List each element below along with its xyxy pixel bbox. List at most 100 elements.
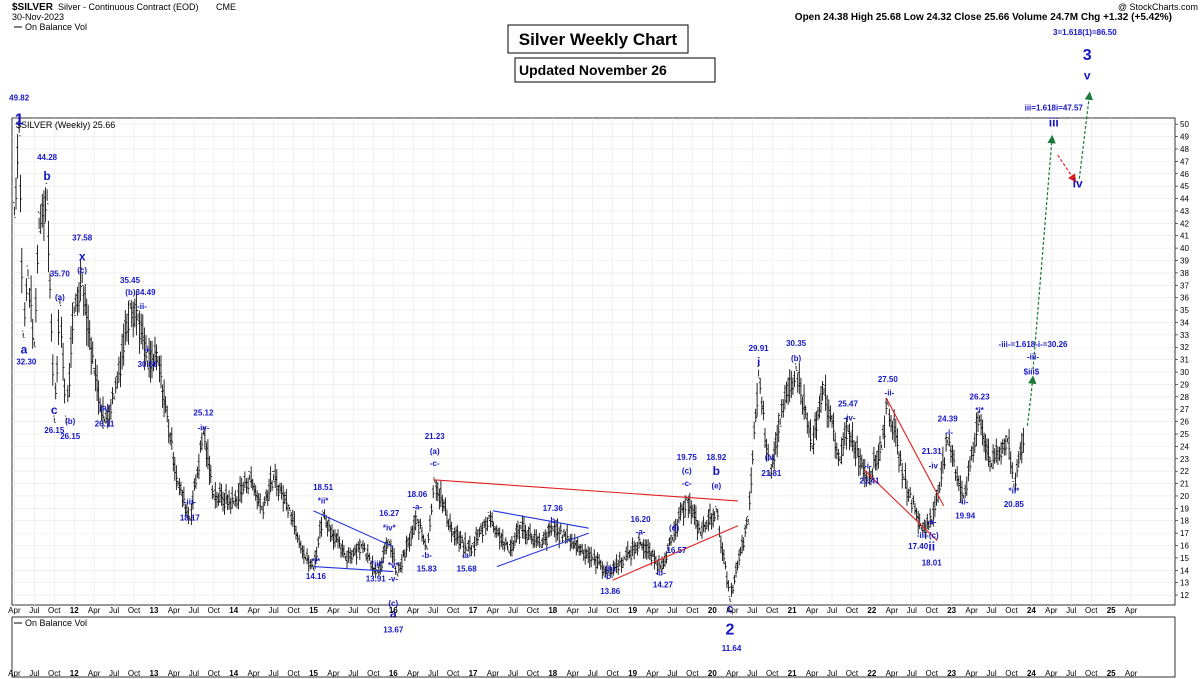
wave-label: 18.17 bbox=[180, 514, 201, 523]
x-tick-label-bottom: 24 bbox=[1027, 669, 1036, 678]
y-axis: 12 13 14 15 16 17 18 19 20 21 22 23 24 25 26 27 28 29 30 31… bbox=[1175, 120, 1189, 600]
x-tick-label: 25 bbox=[1107, 606, 1116, 615]
grid bbox=[12, 118, 1175, 605]
wave-label: (c) bbox=[682, 467, 692, 476]
wave-label: 35.70 bbox=[50, 270, 71, 279]
x-axis: Apr Jul Oct 12 Apr Jul Oct 13 Apr Jul Oct 14 Apr Jul O… bbox=[8, 606, 1138, 615]
wave-label: v bbox=[1084, 69, 1091, 83]
trendlines bbox=[313, 91, 1094, 581]
y-tick-label: 39 bbox=[1180, 257, 1189, 266]
y-tick-label: 13 bbox=[1180, 579, 1189, 588]
wave-label: 13.67 bbox=[383, 625, 404, 634]
x-tick-label-bottom: Apr bbox=[646, 669, 659, 678]
x-tick-label: 14 bbox=[229, 606, 238, 615]
wave-label: -c- bbox=[430, 459, 440, 468]
wave-label: -v- bbox=[388, 574, 398, 583]
y-tick-label: 47 bbox=[1180, 157, 1189, 166]
y-tick-label: 12 bbox=[1180, 591, 1189, 600]
wave-label: 3 bbox=[1083, 47, 1092, 64]
x-tick-label: Oct bbox=[48, 606, 61, 615]
trendline-red bbox=[612, 525, 739, 581]
wave-label: 15.83 bbox=[417, 565, 438, 574]
wave-label: 19.94 bbox=[955, 511, 976, 520]
x-tick-label: Jul bbox=[29, 606, 39, 615]
x-tick-label-bottom: Apr bbox=[168, 669, 181, 678]
wave-label: (c) bbox=[388, 599, 398, 608]
y-tick-label: 41 bbox=[1180, 232, 1189, 241]
x-tick-label-bottom: Oct bbox=[447, 669, 460, 678]
wave-label: -b- bbox=[422, 551, 433, 560]
wave-label: -i- bbox=[945, 428, 953, 437]
wave-label: 30.66 bbox=[138, 360, 159, 369]
y-tick-label: 49 bbox=[1180, 133, 1189, 142]
y-tick-label: 46 bbox=[1180, 170, 1189, 179]
x-tick-label-bottom: Oct bbox=[925, 669, 938, 678]
wave-label: 14.27 bbox=[653, 581, 674, 590]
x-tick-label-bottom: 19 bbox=[628, 669, 637, 678]
x-tick-label-bottom: Oct bbox=[48, 669, 61, 678]
wave-label: a bbox=[21, 343, 28, 357]
wave-label: -iii- bbox=[184, 498, 196, 507]
y-tick-label: 34 bbox=[1180, 318, 1189, 327]
wave-label: 30.35 bbox=[786, 339, 807, 348]
x-tick-label: Oct bbox=[367, 606, 380, 615]
subtitle-box: Updated November 26 bbox=[514, 57, 716, 83]
x-tick-label-bottom: 12 bbox=[70, 669, 79, 678]
wave-label: 1 bbox=[15, 111, 24, 128]
x-tick-label-bottom: Oct bbox=[128, 669, 141, 678]
wave-label: -a- bbox=[462, 551, 472, 560]
x-tick-label-bottom: Apr bbox=[487, 669, 500, 678]
x-tick-label-bottom: Oct bbox=[686, 669, 699, 678]
x-tick-label: Jul bbox=[109, 606, 119, 615]
x-tick-label-bottom: Apr bbox=[247, 669, 260, 678]
y-tick-label: 15 bbox=[1180, 554, 1189, 563]
wave-label: iii=1.618i=47.57 bbox=[1025, 104, 1084, 113]
x-tick-label-bottom: Apr bbox=[567, 669, 580, 678]
wave-label: -i- bbox=[144, 345, 152, 354]
y-tick-label: 22 bbox=[1180, 467, 1189, 476]
x-tick-label: 21 bbox=[788, 606, 797, 615]
y-tick-label: 14 bbox=[1180, 566, 1189, 575]
wave-label: 11.64 bbox=[722, 644, 742, 653]
x-tick-label-bottom: Jul bbox=[986, 669, 996, 678]
trendline-red bbox=[863, 469, 938, 541]
x-tick-label: Jul bbox=[428, 606, 438, 615]
price-panel-frame bbox=[11, 117, 1176, 606]
trendline-blue bbox=[496, 532, 589, 568]
y-tick-label: 36 bbox=[1180, 294, 1189, 303]
x-tick-label-bottom: Apr bbox=[1125, 669, 1138, 678]
x-tick-label: Apr bbox=[1045, 606, 1058, 615]
lower-indicator-legend: On Balance Vol bbox=[14, 618, 87, 628]
wave-label: (b)34.49 bbox=[125, 288, 156, 297]
wave-label: c bbox=[51, 403, 58, 417]
x-tick-label-bottom: Apr bbox=[726, 669, 739, 678]
x-tick-label-bottom: Jul bbox=[907, 669, 917, 678]
wave-label: -iii-(c) bbox=[917, 531, 939, 540]
price-series bbox=[13, 113, 1025, 603]
wave-label: $iii$ bbox=[1024, 368, 1040, 377]
y-tick-label: 48 bbox=[1180, 145, 1189, 154]
wave-label: -c- bbox=[604, 572, 614, 581]
y-tick-label: 16 bbox=[1180, 542, 1189, 551]
wave-label: 13.91 bbox=[366, 574, 387, 583]
x-tick-label: 17 bbox=[469, 606, 478, 615]
x-tick-label-bottom: Jul bbox=[667, 669, 677, 678]
wave-label: 20.85 bbox=[1004, 500, 1025, 509]
x-tick-label: Oct bbox=[208, 606, 221, 615]
y-tick-label: 29 bbox=[1180, 380, 1189, 389]
x-tick-label: Apr bbox=[886, 606, 899, 615]
wave-label: -iv bbox=[929, 462, 939, 471]
wave-label: a bbox=[390, 606, 397, 620]
x-tick-label-bottom: Jul bbox=[109, 669, 119, 678]
wave-label: -b- bbox=[548, 516, 559, 525]
x-tick-label-bottom: Jul bbox=[827, 669, 837, 678]
x-tick-label: Apr bbox=[168, 606, 181, 615]
wave-label: 37.58 bbox=[72, 234, 93, 243]
wave-label: 29.91 bbox=[749, 344, 770, 353]
wave-label: (a) bbox=[55, 293, 65, 302]
wave-label: i bbox=[757, 355, 760, 369]
x-tick-label: Jul bbox=[667, 606, 677, 615]
wave-label: *iv* bbox=[383, 524, 397, 533]
y-tick-label: 25 bbox=[1180, 430, 1189, 439]
